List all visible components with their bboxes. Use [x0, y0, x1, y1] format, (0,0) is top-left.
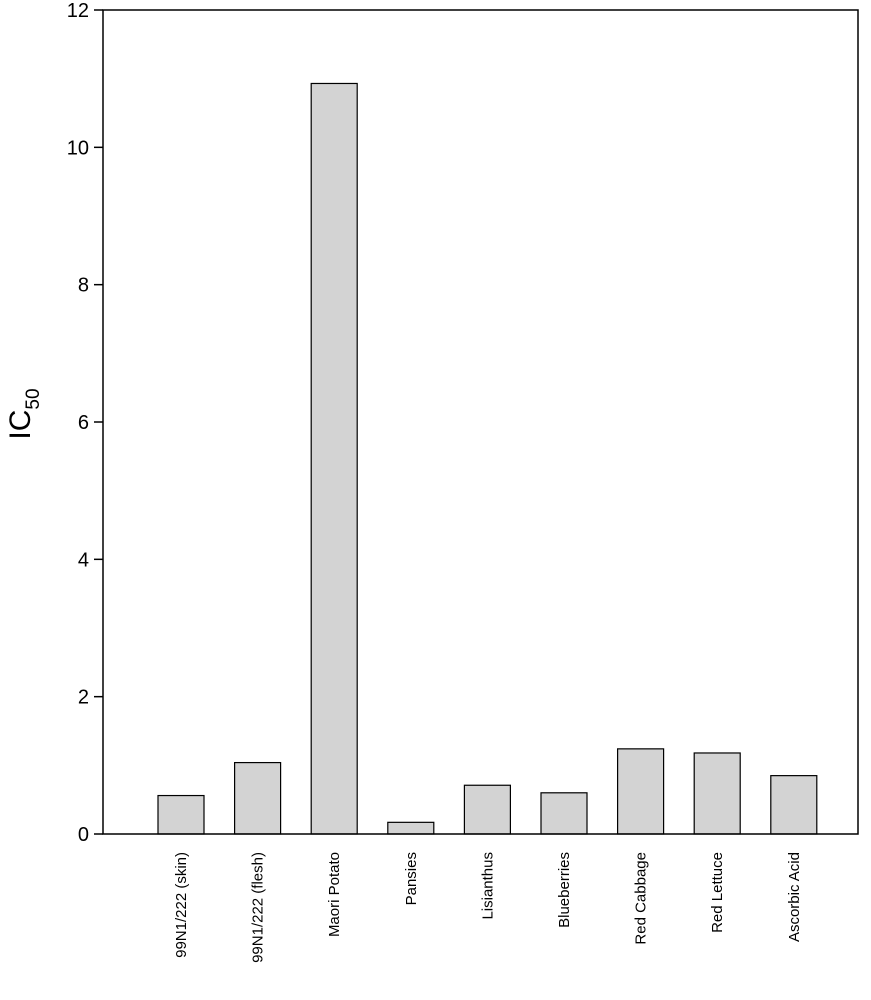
y-tick-label: 8 [78, 275, 89, 297]
x-category-label: Ascorbic Acid [786, 852, 803, 942]
y-axis-ticks: 0 2 4 6 8 10 12 [67, 0, 103, 846]
y-tick-label: 10 [67, 137, 89, 159]
bars-group [157, 82, 818, 835]
y-tick-label: 6 [78, 412, 89, 434]
x-category-label: Red Cabbage [633, 852, 650, 945]
x-category-label: Maori Potato [326, 852, 343, 937]
bar [540, 792, 588, 835]
y-tick-label: 2 [78, 687, 89, 709]
bar [157, 794, 205, 835]
x-category-label: 99N1/222 (skin) [173, 852, 190, 958]
x-category-label: Red Lettuce [709, 852, 726, 933]
y-tick-label: 12 [67, 0, 89, 22]
bar [310, 82, 358, 835]
bar [463, 784, 511, 835]
x-category-label: Blueberries [556, 852, 573, 928]
x-category-label: Pansies [403, 852, 420, 905]
bar [770, 775, 818, 835]
x-category-label: Lisianthus [479, 852, 496, 920]
y-axis-title-subscript: 50 [23, 388, 44, 409]
x-axis-category-labels: 99N1/222 (skin) 99N1/222 (flesh) Maori Pot… [173, 852, 803, 963]
bar [387, 821, 435, 835]
bar [693, 752, 741, 835]
y-axis-title-main: IC [4, 410, 37, 440]
bar [616, 748, 665, 835]
y-tick-label: 0 [78, 824, 89, 846]
y-axis-title: IC50 [4, 388, 44, 439]
bar [234, 761, 282, 835]
plot-frame [102, 9, 859, 835]
y-tick-label: 4 [78, 549, 89, 571]
x-category-label: 99N1/222 (flesh) [250, 852, 267, 963]
